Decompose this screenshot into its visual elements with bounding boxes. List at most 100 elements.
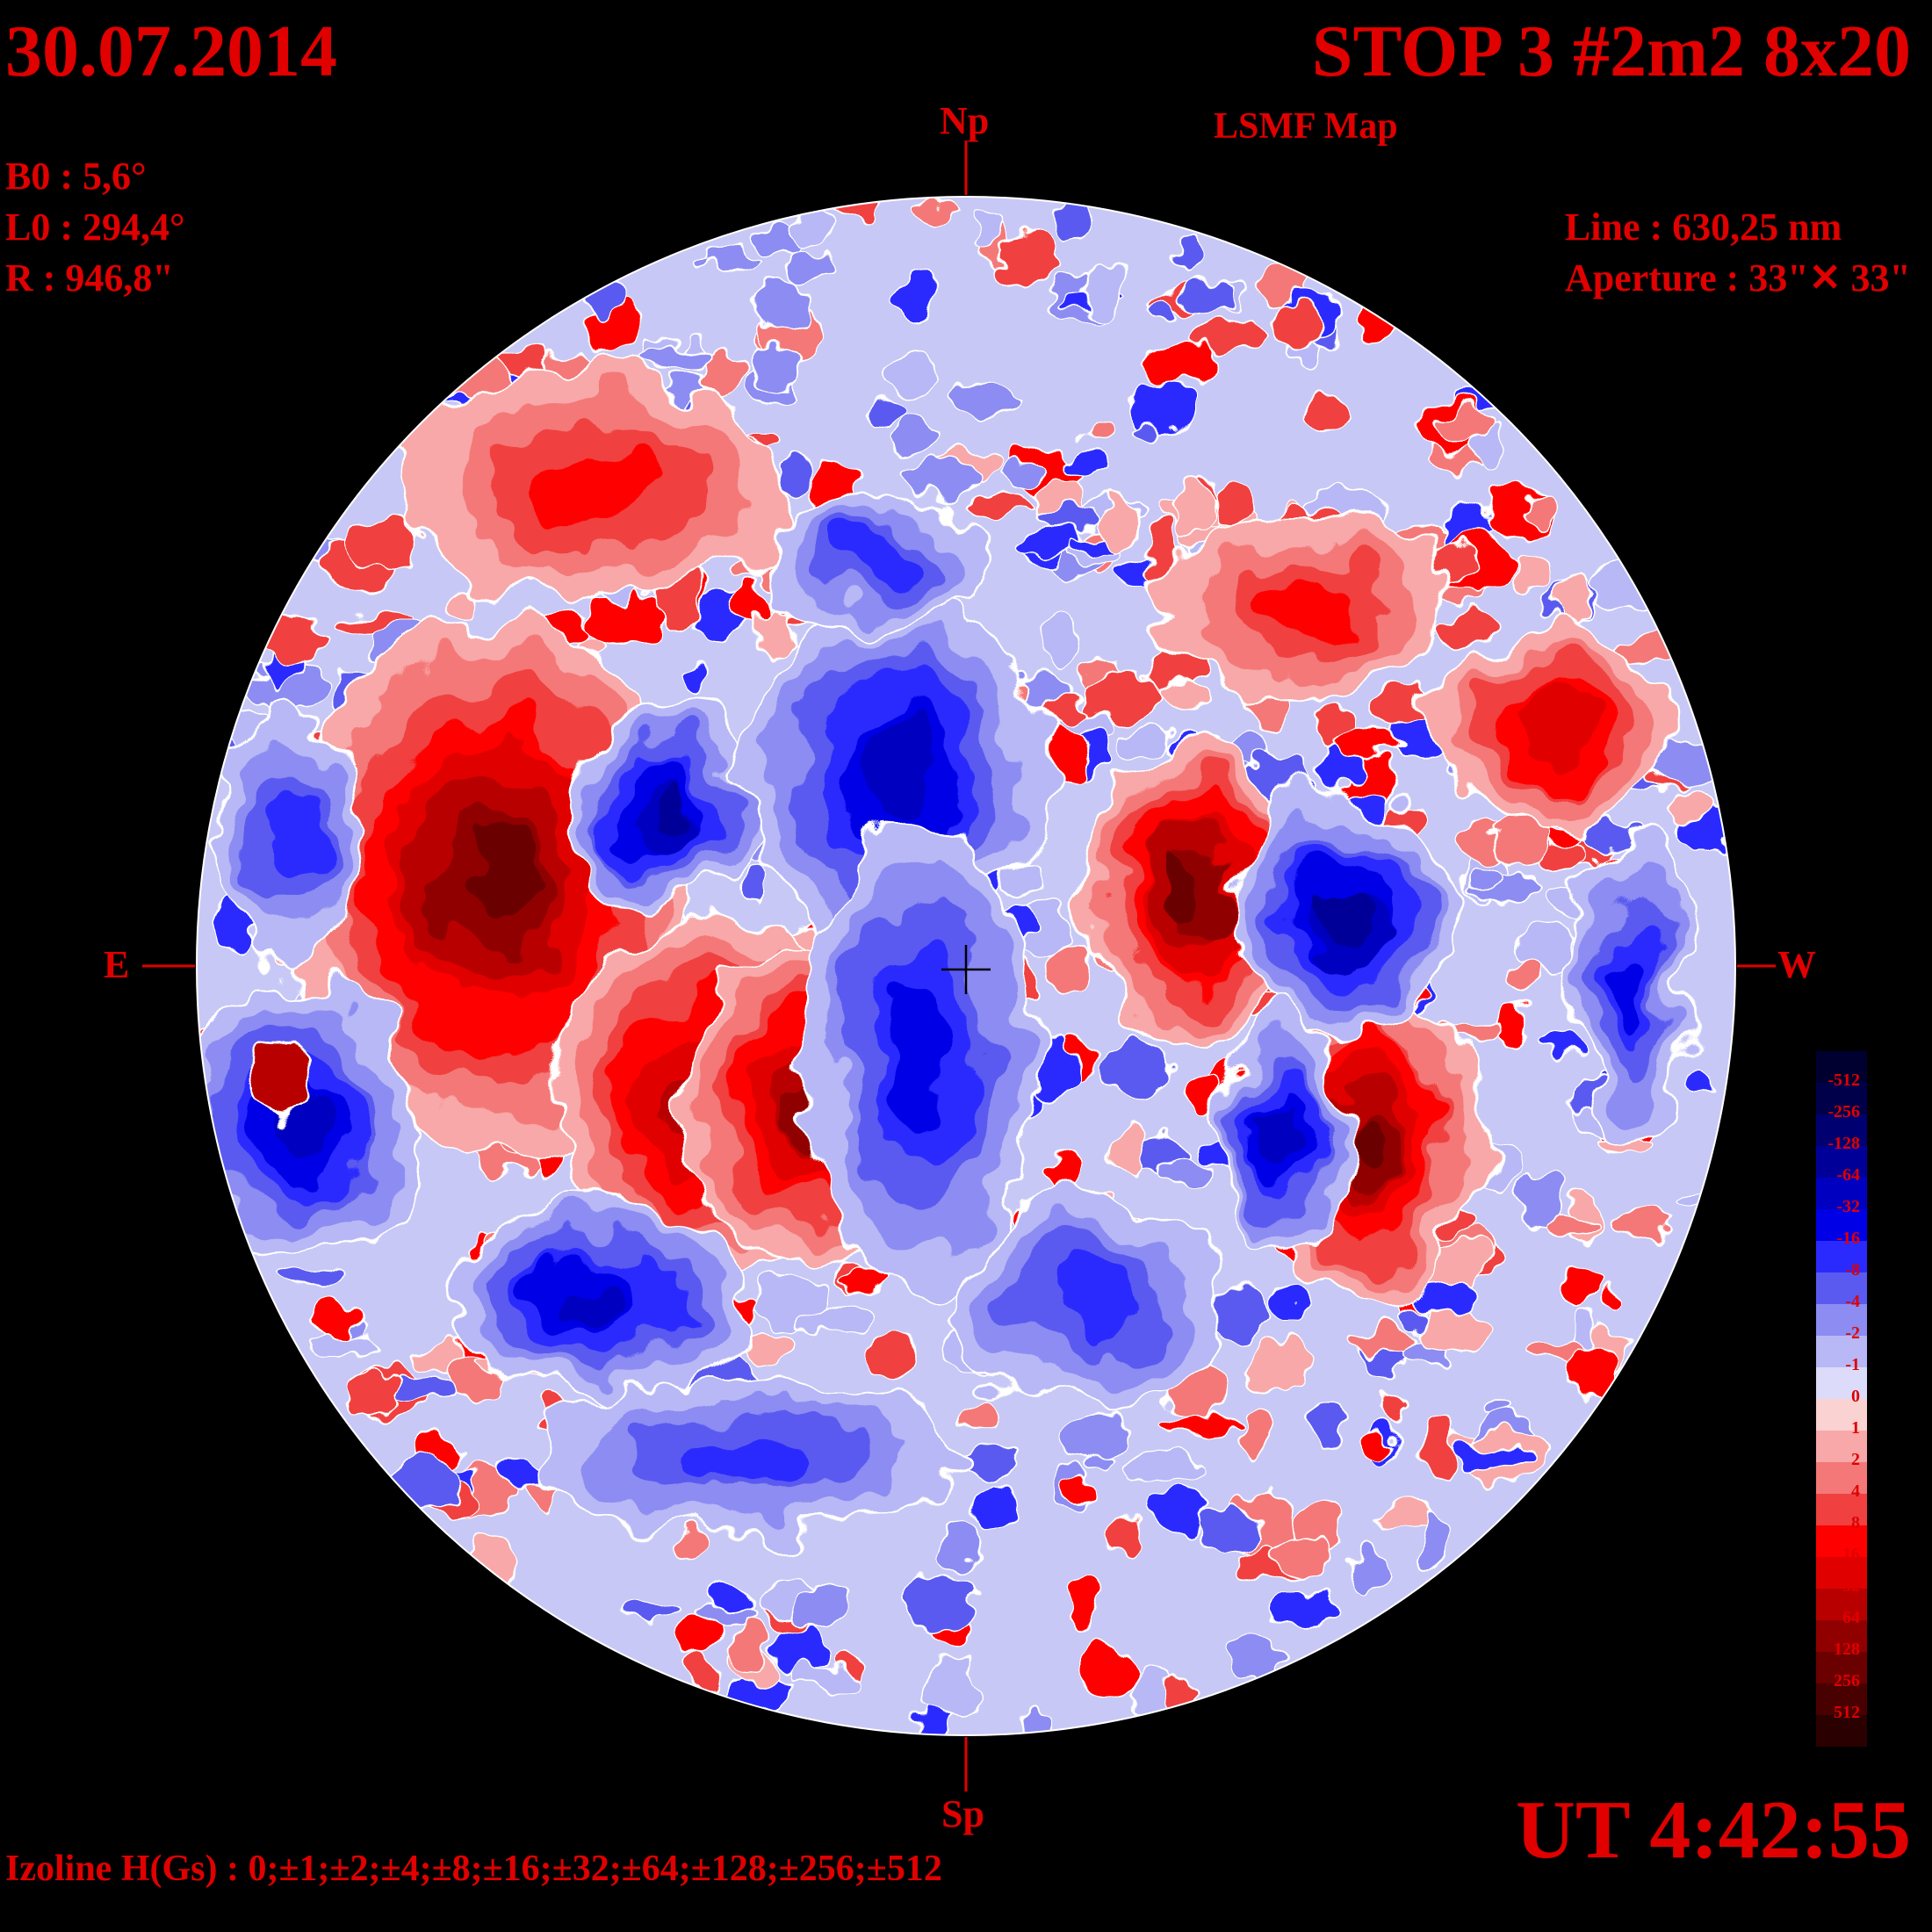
field-speckle bbox=[1351, 1326, 1417, 1359]
field-speckle bbox=[1076, 1641, 1138, 1698]
field-speckle bbox=[1125, 724, 1178, 758]
field-speckle bbox=[1237, 1409, 1269, 1460]
field-speckle bbox=[1185, 1071, 1219, 1120]
scale-swatch bbox=[1816, 1367, 1867, 1399]
field-speckle bbox=[1594, 562, 1653, 613]
negative-field-region bbox=[865, 727, 935, 805]
spectral-line: Line : 630,25 nm bbox=[1564, 205, 1842, 249]
field-speckle bbox=[1107, 1512, 1145, 1561]
field-speckle bbox=[1161, 1413, 1236, 1437]
field-speckle bbox=[736, 1331, 797, 1362]
negative-field-region bbox=[1625, 949, 1659, 1031]
field-speckle bbox=[1439, 404, 1493, 443]
field-speckle bbox=[1066, 1574, 1104, 1630]
field-speckle bbox=[788, 249, 827, 284]
field-speckle bbox=[634, 347, 710, 371]
east-label: E bbox=[104, 943, 130, 986]
field-speckle bbox=[792, 1586, 848, 1630]
ut-time: UT 4:42:55 bbox=[1516, 1784, 1911, 1876]
negative-field-region bbox=[269, 795, 316, 878]
field-speckle bbox=[1015, 524, 1087, 559]
field-speckle bbox=[1313, 1394, 1344, 1452]
field-speckle bbox=[940, 1519, 982, 1571]
field-speckle bbox=[1417, 1420, 1455, 1478]
field-speckle bbox=[1496, 998, 1526, 1052]
scale-swatch bbox=[1816, 1462, 1867, 1494]
scale-swatch bbox=[1816, 1620, 1867, 1652]
field-speckle bbox=[1027, 1042, 1083, 1099]
field-speckle bbox=[1020, 1708, 1054, 1734]
scale-label: -512 bbox=[1827, 1071, 1860, 1090]
field-speckle bbox=[1510, 552, 1551, 590]
field-speckle bbox=[1598, 1136, 1659, 1157]
scale-label: 256 bbox=[1834, 1671, 1860, 1690]
field-speckle bbox=[1128, 1455, 1200, 1477]
field-speckle bbox=[894, 272, 938, 321]
field-speckle bbox=[1063, 1474, 1092, 1506]
field-speckle bbox=[971, 213, 1003, 246]
scale-swatch bbox=[1816, 1431, 1867, 1462]
field-speckle bbox=[1247, 1339, 1309, 1397]
field-speckle bbox=[1357, 1431, 1401, 1461]
scale-swatch bbox=[1816, 1652, 1867, 1683]
scale-swatch bbox=[1816, 1178, 1867, 1209]
field-speckle bbox=[254, 614, 329, 660]
field-speckle bbox=[1229, 1630, 1284, 1677]
field-speckle bbox=[787, 213, 830, 246]
field-speckle bbox=[1540, 1216, 1599, 1236]
color-scale bbox=[1816, 1051, 1867, 1747]
field-speckle bbox=[888, 417, 941, 451]
scale-swatch bbox=[1816, 1715, 1867, 1747]
map-subtitle: LSMF Map bbox=[1214, 106, 1398, 147]
field-speckle bbox=[1186, 279, 1239, 311]
field-speckle bbox=[1452, 1443, 1530, 1469]
scale-label: -32 bbox=[1836, 1197, 1860, 1216]
field-speckle bbox=[787, 1667, 865, 1692]
field-speckle bbox=[1508, 963, 1539, 989]
scale-swatch bbox=[1816, 1589, 1867, 1620]
field-speckle bbox=[1159, 1671, 1198, 1715]
scale-swatch bbox=[1816, 1336, 1867, 1367]
field-speckle bbox=[1080, 417, 1112, 443]
field-speckle bbox=[966, 1402, 996, 1437]
negative-field-region bbox=[563, 1280, 632, 1326]
field-speckle bbox=[1132, 414, 1169, 444]
scale-label: -2 bbox=[1845, 1323, 1860, 1343]
scale-label: 128 bbox=[1834, 1640, 1860, 1659]
scale-swatch bbox=[1816, 1272, 1867, 1304]
negative-field-region bbox=[1261, 1111, 1290, 1169]
disk-limb bbox=[196, 196, 1736, 1736]
field-speckle bbox=[1066, 451, 1107, 483]
scale-label: 0 bbox=[1851, 1387, 1860, 1406]
field-speckle bbox=[703, 1586, 756, 1615]
field-speckle bbox=[1151, 1483, 1208, 1533]
field-speckle bbox=[1272, 1285, 1305, 1326]
aperture-size: Aperture : 33"✕ 33" bbox=[1564, 256, 1911, 299]
field-speckle bbox=[683, 665, 711, 689]
field-speckle bbox=[797, 1308, 875, 1334]
field-speckle bbox=[1466, 867, 1503, 892]
field-speckle bbox=[1315, 703, 1357, 745]
field-speckle bbox=[1517, 919, 1578, 975]
axis-ticks bbox=[142, 141, 1776, 1791]
scale-swatch bbox=[1816, 1494, 1867, 1525]
field-speckle bbox=[1100, 1041, 1174, 1095]
scale-label: 1 bbox=[1851, 1418, 1860, 1438]
instrument-info: Line : 630,25 nm Aperture : 33"✕ 33" bbox=[1565, 202, 1911, 304]
field-speckle bbox=[1517, 492, 1562, 528]
north-pole-label: Np bbox=[940, 99, 990, 142]
positive-field-region bbox=[1345, 1113, 1386, 1170]
field-speckle bbox=[1187, 320, 1266, 354]
radius-value: R : 946,8" bbox=[5, 256, 174, 299]
field-speckle bbox=[339, 516, 417, 571]
scale-label: -1 bbox=[1845, 1355, 1860, 1374]
field-speckle bbox=[952, 1446, 1019, 1479]
negative-field-region bbox=[1047, 1261, 1141, 1332]
field-speckle bbox=[916, 1662, 988, 1717]
field-speckle bbox=[1569, 1345, 1620, 1405]
field-speckle bbox=[1272, 1591, 1338, 1626]
scale-swatch bbox=[1816, 1525, 1867, 1557]
field-speckle bbox=[996, 231, 1063, 287]
field-speckle bbox=[1002, 465, 1045, 488]
